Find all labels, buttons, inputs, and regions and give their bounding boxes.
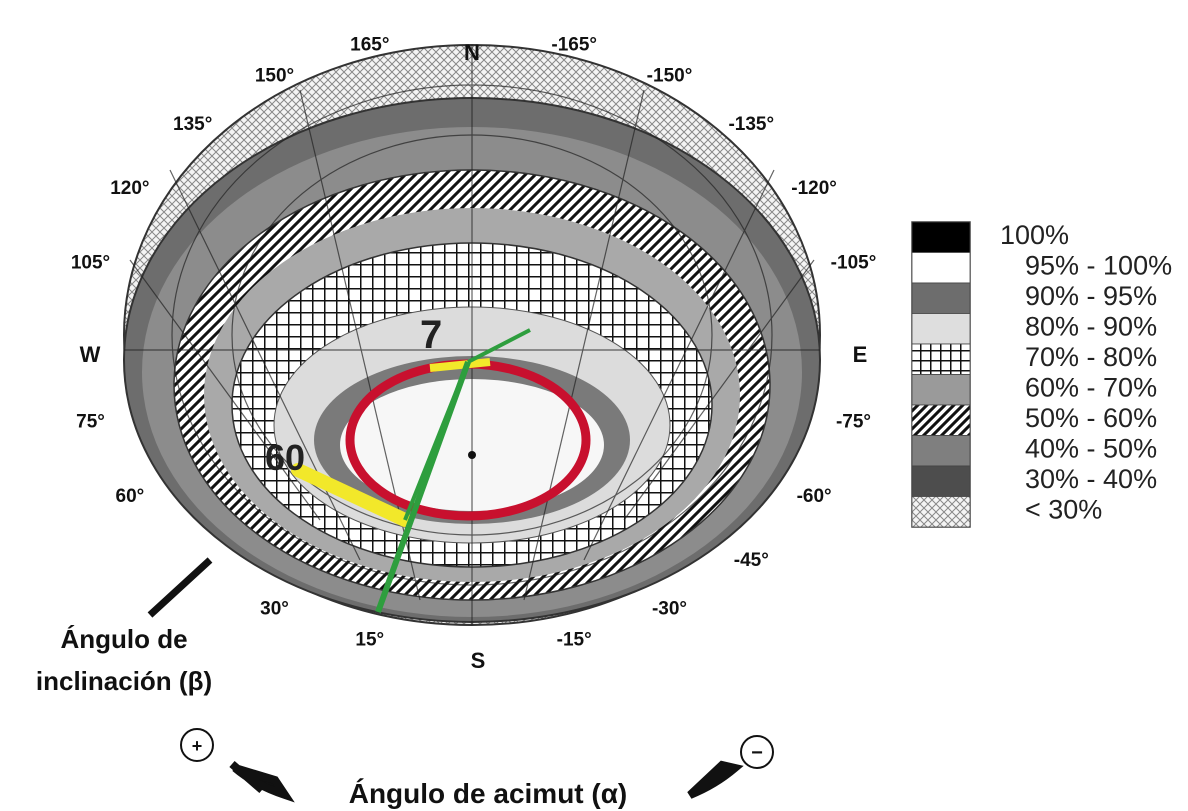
azimuth-tick-label: -45°: [734, 550, 769, 571]
cardinal-east: E: [853, 342, 868, 367]
azimuth-tick-label: 105°: [71, 252, 110, 273]
cardinal-west: W: [80, 342, 101, 367]
legend-swatch-light-gray: [911, 313, 971, 345]
legend-swatch-crosshatch: [911, 496, 971, 528]
legend-swatch-darker-gray: [911, 465, 971, 497]
legend-swatch-mid-gray: [911, 374, 971, 406]
azimuth-tick-label: -150°: [647, 65, 693, 86]
azimuth-tick-label: -135°: [728, 114, 774, 135]
azimuth-tick-label: -30°: [652, 599, 687, 620]
tilt-label-line1: Ángulo de: [60, 624, 187, 654]
highlight-line-2: [403, 361, 470, 521]
legend-label: 90% - 95%: [1025, 281, 1157, 311]
azimuth-tick-label: 30°: [260, 599, 289, 620]
azimuth-tick-label: -165°: [551, 35, 597, 56]
highlight-band: [291, 463, 412, 527]
legend-label: 70% - 80%: [1025, 342, 1157, 372]
plus-sign: +: [192, 736, 203, 756]
minus-sign: −: [751, 742, 763, 764]
legend-label: 100%: [1000, 220, 1069, 250]
tilt-label-line2: inclinación (β): [36, 666, 212, 696]
legend-swatch-white: [911, 252, 971, 284]
tilt-arrow: [147, 557, 213, 618]
azimuth-tick-label: 120°: [110, 178, 149, 199]
azimuth-arrow-right: [687, 760, 744, 799]
cardinal-north: N: [464, 40, 480, 65]
azimuth-arrow-left: [229, 760, 295, 803]
azimuth-tick-label: 165°: [350, 35, 389, 56]
legend-swatch-grid: [911, 343, 971, 375]
azimuth-tick-label: -105°: [831, 252, 877, 273]
highlight-band-top: [429, 358, 491, 372]
legend-swatch-gray: [911, 435, 971, 467]
minus-circle: [740, 735, 774, 769]
azimuth-tick-label: 15°: [355, 630, 384, 651]
azimuth-tick-label: -75°: [836, 412, 871, 433]
legend-label: 95% - 100%: [1025, 251, 1172, 281]
legend-swatch-diagonal: [911, 404, 971, 436]
azimuth-tick-label: -120°: [791, 178, 837, 199]
dome: [123, 44, 821, 626]
plus-circle: [180, 728, 214, 762]
azimuth-tick-label: -60°: [797, 486, 832, 507]
tilt-marker: 7: [420, 313, 442, 357]
legend-label: 30% - 40%: [1025, 464, 1157, 494]
legend-label: 50% - 60%: [1025, 403, 1157, 433]
azimuth-marker: 60: [265, 437, 305, 478]
legend-swatch-solid-black: [911, 221, 971, 253]
azimuth-tick-labels: 165° 150° 135° 120° 105° 75° 60° 30° 15° -165° -15…: [71, 35, 876, 651]
cardinal-south: S: [471, 648, 486, 673]
azimuth-tick-label: 135°: [173, 114, 212, 135]
highlight-line-3: [467, 328, 531, 364]
azimuth-tick-label: 60°: [116, 486, 145, 507]
azimuth-tick-label: -15°: [557, 630, 592, 651]
legend-swatch-dark-gray: [911, 282, 971, 314]
legend-label: < 30%: [1025, 495, 1102, 525]
azimuth-tick-label: 75°: [76, 412, 105, 433]
legend-label: 60% - 70%: [1025, 373, 1157, 403]
azimuth-label: Ángulo de acimut (α): [349, 778, 628, 809]
legend-label: 80% - 90%: [1025, 312, 1157, 342]
legend: 100%95% - 100%90% - 95%80% - 90%70% - 80…: [911, 220, 1172, 528]
legend-label: 40% - 50%: [1025, 434, 1157, 464]
dome-center: [468, 451, 476, 459]
azimuth-tick-label: 150°: [255, 65, 294, 86]
